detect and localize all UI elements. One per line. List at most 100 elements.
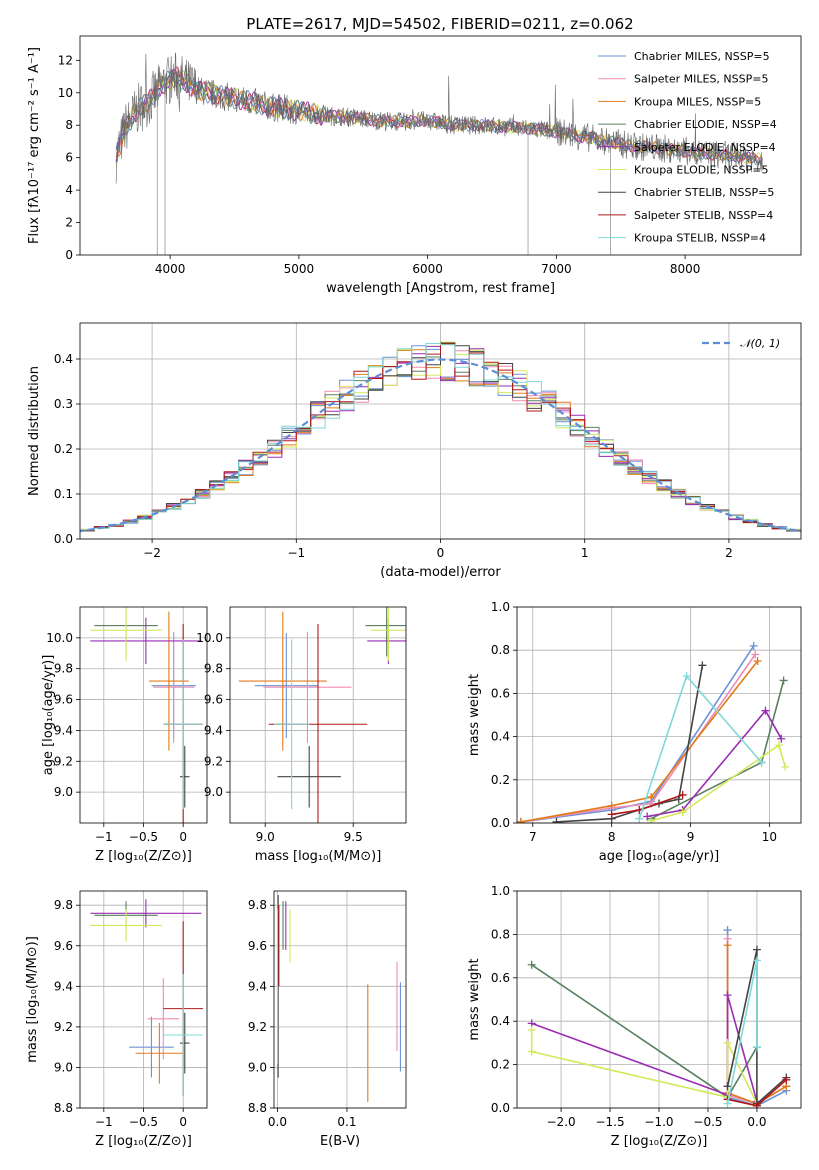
x-tick-label: −0.5 xyxy=(129,830,158,844)
mass-weight-vs-age-ylabel: mass weight xyxy=(467,674,482,756)
y-tick-label: 8 xyxy=(65,118,73,132)
x-tick-label: −1 xyxy=(287,546,305,560)
errorbar-kroupa-elodie xyxy=(370,607,406,661)
x-tick-label: 0.1 xyxy=(337,1115,356,1129)
spectrum-legend: Chabrier MILES, NSSP=5 Salpeter MILES, NS… xyxy=(598,50,777,245)
y-tick-label: 9.6 xyxy=(248,939,267,953)
y-tick-label: 9.6 xyxy=(204,693,223,707)
residuals-legend-label: 𝒩(0, 1) xyxy=(740,337,780,350)
y-tick-label: 0.4 xyxy=(491,730,510,744)
residuals-frame xyxy=(79,322,802,540)
data-point-marker xyxy=(761,706,770,715)
data-point-marker xyxy=(552,817,561,823)
y-tick-label: 0.8 xyxy=(491,643,510,657)
data-point-marker xyxy=(723,991,732,1000)
spectrum-plot xyxy=(115,52,763,255)
y-tick-label: 1.0 xyxy=(491,884,510,898)
y-tick-label: 0.4 xyxy=(491,1014,510,1028)
mass-weight-vs-age-xlabel: age [log₁₀(age/yr)] xyxy=(599,849,720,864)
data-point-marker xyxy=(779,676,788,685)
x-tick-label: −1.5 xyxy=(595,1115,624,1129)
errorbar-salpeter-miles xyxy=(147,978,180,1060)
data-point-marker xyxy=(647,816,656,823)
y-tick-label: 0.2 xyxy=(491,773,510,787)
age-vs-Z-frame xyxy=(79,606,208,824)
spectrum-axes: 4000 5000 6000 7000 8000 0 2 4 6 8 10 12 wavelength … xyxy=(27,47,700,296)
y-tick-label: 9.8 xyxy=(54,898,73,912)
data-point-marker xyxy=(527,960,536,969)
data-point-marker xyxy=(777,734,786,743)
errorbar-kroupa-stelib xyxy=(163,974,204,1096)
age-vs-mass-frame xyxy=(229,606,407,824)
errorbar-chabrier-stelib xyxy=(277,745,341,808)
data-point-marker xyxy=(698,661,707,670)
y-tick-label: 0.6 xyxy=(491,971,510,985)
y-tick-label: 9.0 xyxy=(204,785,223,799)
x-tick-label: 4000 xyxy=(155,262,186,276)
x-tick-label: 5000 xyxy=(284,262,315,276)
y-tick-label: 9.0 xyxy=(54,785,73,799)
series-salpeter-stelib xyxy=(607,790,687,819)
x-tick-label: 9 xyxy=(687,830,695,844)
data-point-marker xyxy=(782,1075,791,1084)
residuals-ylabel: Normed distribution xyxy=(27,366,42,496)
x-tick-label: 6000 xyxy=(412,262,443,276)
x-tick-label: 7000 xyxy=(541,262,572,276)
y-tick-label: 4 xyxy=(65,183,73,197)
mass-vs-Z-ylabel: mass [log₁₀(M/M⊙)] xyxy=(25,936,40,1063)
age-vs-Z-ylabel: age [log₁₀(age/yr)] xyxy=(41,655,56,776)
y-tick-label: 0.0 xyxy=(54,532,73,546)
x-tick-label: 1 xyxy=(581,546,589,560)
age-vs-Z-xlabel: Z [log₁₀(Z/Z⊙)] xyxy=(95,849,192,864)
y-tick-label: 9.8 xyxy=(248,898,267,912)
mass-vs-Z-points xyxy=(90,899,204,1096)
data-point-marker xyxy=(752,945,761,954)
errorbar-kroupa-miles xyxy=(135,1022,184,1084)
errorbar-kroupa-elodie xyxy=(90,607,162,661)
errorbar-chabrier-stelib xyxy=(180,745,190,808)
y-tick-label: 1.0 xyxy=(491,600,510,614)
series-kroupa-elodie xyxy=(647,741,790,823)
errorbar-kroupa-miles xyxy=(238,611,327,751)
mass-weight-vs-age-frame xyxy=(516,606,802,824)
y-tick-label: 10 xyxy=(58,86,73,100)
data-point-marker xyxy=(723,1082,732,1091)
y-tick-label: 0 xyxy=(65,248,73,262)
series-line xyxy=(520,660,759,823)
x-tick-label: −2 xyxy=(143,546,161,560)
data-point-marker xyxy=(607,801,616,810)
mass-vs-Z-frame xyxy=(79,890,208,1109)
legend-label: Salpeter MILES, NSSP=5 xyxy=(634,73,768,86)
y-tick-label: 10.0 xyxy=(46,631,73,645)
x-tick-label: 0.0 xyxy=(747,1115,766,1129)
page-title: PLATE=2617, MJD=54502, FIBERID=0211, z=0… xyxy=(246,15,633,33)
mass-weight-vs-age-lines xyxy=(517,641,790,823)
residuals-xlabel: (data-model)/error xyxy=(380,565,501,580)
data-point-marker xyxy=(749,641,758,650)
data-point-marker xyxy=(781,762,790,771)
series-kroupa-miles xyxy=(517,657,762,823)
data-point-marker xyxy=(752,956,761,965)
mass-vs-EBV-points xyxy=(276,895,401,1102)
age-vs-mass-points xyxy=(238,607,406,823)
legend-label: Salpeter STELIB, NSSP=4 xyxy=(634,209,773,222)
legend-label: Chabrier ELODIE, NSSP=4 xyxy=(634,118,777,131)
age-vs-Z-points xyxy=(90,607,204,823)
spectrum-ylabel: Flux [fλ10⁻¹⁷ erg cm⁻² s⁻¹ A⁻¹] xyxy=(27,47,42,244)
mass-vs-Z-xlabel: Z [log₁₀(Z/Z⊙)] xyxy=(95,1134,192,1149)
y-tick-label: 9.4 xyxy=(54,723,73,737)
y-tick-label: 0.0 xyxy=(491,816,510,830)
data-point-marker xyxy=(678,790,687,799)
series-salpeter-elodie xyxy=(643,706,786,821)
y-tick-label: 0.3 xyxy=(54,397,73,411)
mass-weight-vs-Z-lines xyxy=(527,926,791,1108)
x-tick-label: −1 xyxy=(95,830,113,844)
y-tick-label: 0.4 xyxy=(54,352,73,366)
errorbar-salpeter-elodie xyxy=(90,899,202,928)
y-tick-label: 0.2 xyxy=(54,442,73,456)
data-point-marker xyxy=(723,941,732,950)
y-tick-label: 2 xyxy=(65,216,73,230)
errorbar-kroupa-stelib xyxy=(163,639,204,810)
x-tick-label: 8000 xyxy=(670,262,701,276)
